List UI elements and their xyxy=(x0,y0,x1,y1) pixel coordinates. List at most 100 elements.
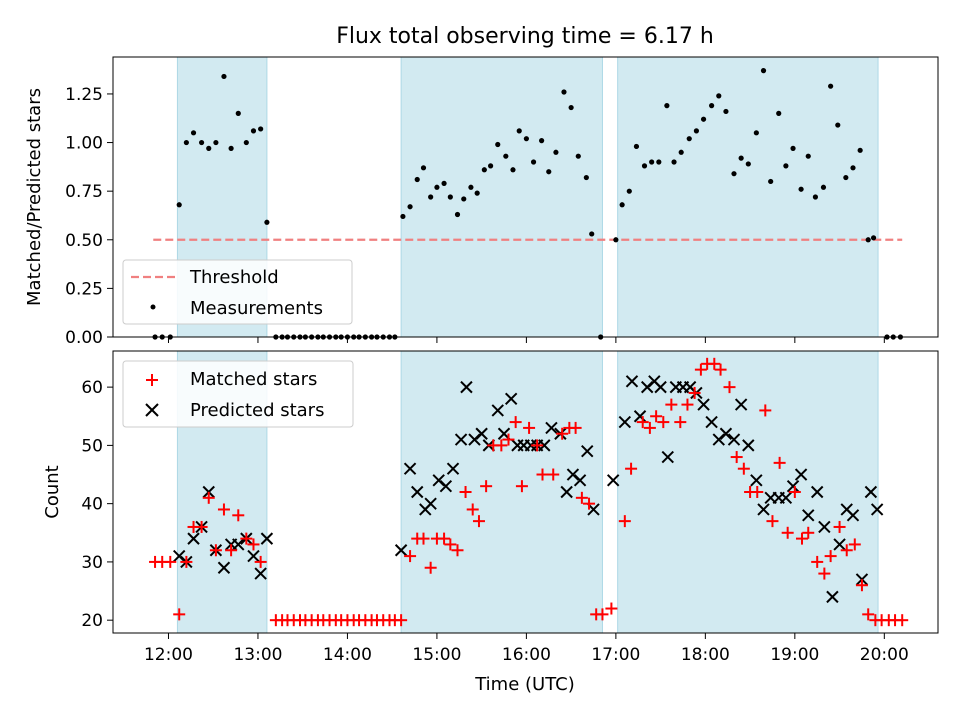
measurement-point xyxy=(716,93,722,99)
predicted-point xyxy=(545,421,558,435)
predicted-point xyxy=(394,544,408,557)
measurement-point xyxy=(678,149,684,155)
top-measurements xyxy=(152,68,904,340)
measurement-point xyxy=(461,196,467,202)
predicted-point xyxy=(786,479,800,493)
matched-point xyxy=(688,386,701,399)
measurement-point xyxy=(745,161,751,167)
measurement-point xyxy=(250,128,257,134)
predicted-point xyxy=(217,561,231,574)
matched-point xyxy=(424,561,437,574)
predicted-point xyxy=(734,398,748,411)
measurement-point xyxy=(213,139,219,146)
measurement-point xyxy=(264,219,270,225)
matched-point xyxy=(195,520,208,533)
matched-point xyxy=(665,398,678,411)
measurement-point xyxy=(843,174,849,181)
measurement-point xyxy=(641,163,648,169)
predicted-point xyxy=(260,532,274,545)
y-tick-label: 0.75 xyxy=(65,182,103,202)
matched-point xyxy=(395,614,408,627)
top-ylabel: Matched/Predicted stars xyxy=(24,88,45,306)
measurement-point xyxy=(176,202,182,208)
matched-point xyxy=(569,421,582,434)
matched-point xyxy=(404,550,417,563)
predicted-point xyxy=(454,433,468,446)
measurement-point xyxy=(633,143,640,150)
predicted-point xyxy=(538,439,551,452)
matched-point xyxy=(247,538,260,551)
matched-point xyxy=(254,555,267,568)
measurement-point xyxy=(530,159,537,165)
measurement-point xyxy=(190,130,197,136)
bottom-y-axis: 20 30 40 50 60 xyxy=(81,378,113,631)
measurement-point xyxy=(447,194,453,200)
measurement-point xyxy=(235,110,241,116)
matched-point xyxy=(480,480,493,493)
x-tick-label: 20:00 xyxy=(860,645,909,665)
predicted-point xyxy=(661,450,674,464)
matched-point xyxy=(180,555,193,568)
matched-point xyxy=(232,509,245,522)
measurement-point xyxy=(420,165,427,171)
matched-point xyxy=(173,608,186,621)
measurement-point xyxy=(686,136,692,142)
x-tick-label: 17:00 xyxy=(591,645,640,665)
predicted-point xyxy=(411,485,424,499)
y-tick-label: 20 xyxy=(81,611,103,631)
predicted-point xyxy=(802,509,815,522)
predicted-point xyxy=(247,549,260,563)
matched-point xyxy=(862,608,875,621)
y-tick-label: 50 xyxy=(81,436,103,456)
matched-point xyxy=(417,532,430,545)
bottom-legend: Matched stars Predicted stars xyxy=(122,360,354,428)
legend-matched-label: Matched stars xyxy=(190,369,317,390)
matched-point xyxy=(531,439,544,452)
measurement-point xyxy=(428,194,434,200)
measurement-point xyxy=(400,213,406,220)
predicted-point xyxy=(439,479,453,493)
predicted-point xyxy=(705,415,718,429)
matched-point xyxy=(674,416,687,429)
measurement-point xyxy=(857,147,863,153)
matched-point xyxy=(818,567,831,580)
predicted-point xyxy=(846,509,860,522)
x-tick-label: 16:00 xyxy=(502,645,551,665)
measurement-point xyxy=(753,130,759,136)
measurement-point xyxy=(481,167,487,173)
measurement-point xyxy=(798,186,804,192)
matched-point xyxy=(833,520,846,533)
predicted-point xyxy=(581,445,594,458)
measurement-point xyxy=(723,108,729,115)
predicted-point xyxy=(654,380,667,394)
predicted-point xyxy=(560,485,573,499)
matched-point xyxy=(694,363,707,376)
predicted-point xyxy=(742,439,755,452)
measurement-point xyxy=(649,159,655,165)
measurement-point xyxy=(619,202,625,208)
y-tick-label: 30 xyxy=(81,553,103,573)
matched-point xyxy=(824,550,837,563)
measurement-point xyxy=(523,136,529,142)
predicted-point xyxy=(446,462,460,475)
matched-point xyxy=(451,544,464,557)
y-tick-label: 0.00 xyxy=(65,328,103,348)
top-y-axis: 0.00 0.25 0.50 0.75 1.00 1.25 xyxy=(65,85,113,348)
measurement-point xyxy=(812,194,819,200)
shaded-interval xyxy=(400,350,603,634)
measurement-point xyxy=(731,171,737,177)
legend-predicted-swatch xyxy=(145,403,159,417)
y-tick-label: 40 xyxy=(81,495,103,515)
measurement-point xyxy=(865,237,871,243)
matched-point xyxy=(459,486,472,498)
predicted-point xyxy=(504,392,518,405)
measurement-point xyxy=(243,139,249,146)
measurement-point xyxy=(783,163,789,169)
predicted-point xyxy=(719,427,733,440)
legend-measurements-label: Measurements xyxy=(190,298,323,319)
legend-predicted-label: Predicted stars xyxy=(190,400,324,421)
measurement-point xyxy=(228,145,234,151)
matched-point xyxy=(657,416,670,429)
measurement-point xyxy=(441,180,447,186)
shaded-interval xyxy=(617,56,879,338)
